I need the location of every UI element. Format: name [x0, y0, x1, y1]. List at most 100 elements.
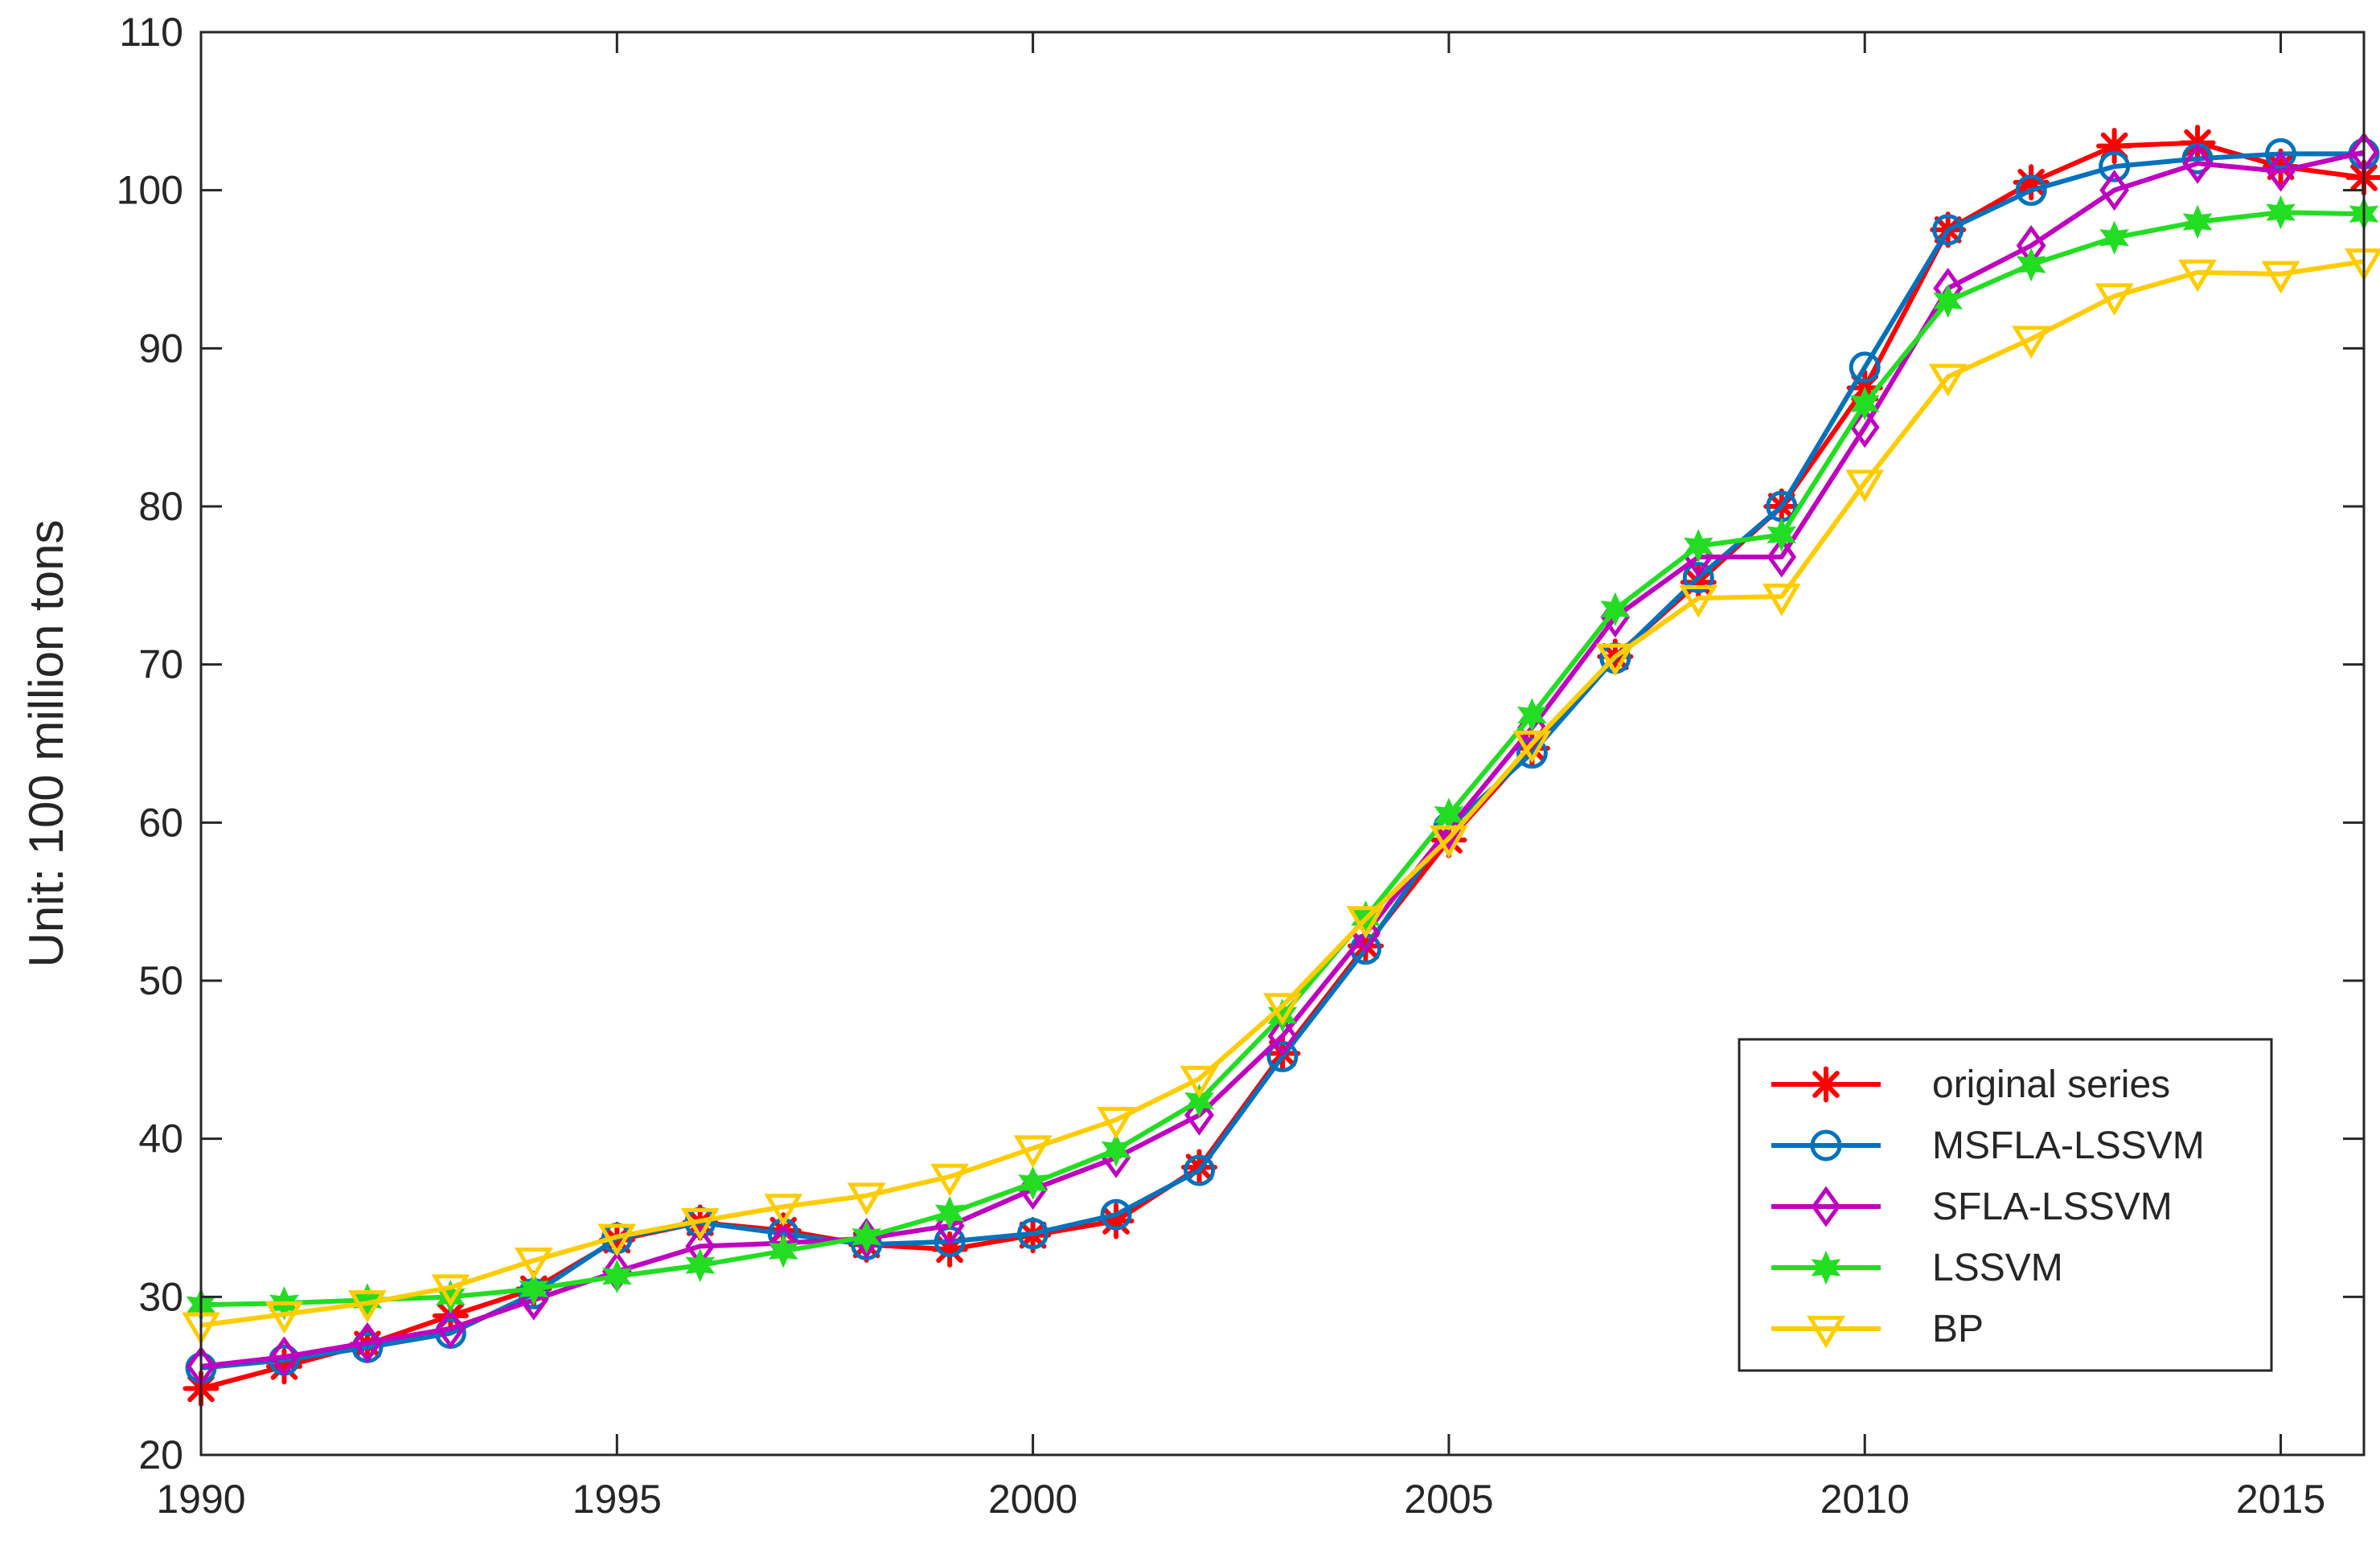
data-point — [2099, 220, 2129, 255]
data-point — [934, 1195, 965, 1231]
legend-item: BP — [1771, 1308, 1984, 1350]
ticks-layer: 1990 1995 2000 2005 2010 2015 20 30 40 50 60 70 80 90… — [117, 10, 2364, 1522]
y-tick-label: 40 — [138, 1117, 183, 1162]
legend-item: MSFLA-LSSVM — [1771, 1125, 2205, 1167]
data-point — [1933, 284, 1964, 318]
data-point — [2266, 195, 2296, 230]
legend-marker — [1808, 1066, 1844, 1103]
data-point — [2016, 247, 2046, 282]
data-point — [1928, 363, 1968, 397]
data-point — [1517, 698, 1547, 732]
data-point — [1018, 1166, 1048, 1200]
y-tick-label: 100 — [117, 168, 183, 213]
data-point — [1266, 1040, 1299, 1072]
data-point — [347, 1290, 387, 1323]
data-point — [1429, 825, 1468, 858]
series-layer — [182, 125, 2380, 1407]
data-point — [1184, 1154, 1216, 1186]
legend-marker — [1807, 1315, 1845, 1349]
data-point — [1263, 993, 1302, 1026]
data-point — [847, 1182, 886, 1215]
data-point — [1434, 797, 1464, 832]
data-point — [352, 1321, 383, 1363]
legend-item: SFLA-LSSVM — [1771, 1186, 2173, 1228]
data-point — [1098, 1203, 1135, 1240]
data-point — [2015, 174, 2047, 207]
legend-label: BP — [1932, 1308, 1984, 1350]
data-point — [764, 1194, 803, 1227]
data-point — [2012, 326, 2051, 359]
data-point — [269, 1336, 299, 1378]
data-point — [1767, 536, 1797, 578]
data-point — [1512, 730, 1552, 764]
series-line — [200, 259, 2365, 1328]
data-point — [1513, 730, 1550, 767]
y-tick-label: 50 — [138, 958, 183, 1003]
data-point — [2099, 170, 2129, 211]
data-point — [1267, 1015, 1298, 1057]
series-line — [200, 151, 2364, 1371]
data-point — [1845, 469, 1885, 502]
x-tick-label: 2005 — [1404, 1477, 1493, 1522]
data-point — [931, 1231, 968, 1268]
data-point — [685, 1248, 716, 1283]
data-point — [930, 1163, 970, 1197]
legend-item: LSSVM — [1771, 1247, 2063, 1289]
data-point — [2096, 128, 2133, 165]
data-point — [2182, 204, 2213, 240]
data-point — [1849, 386, 1880, 421]
data-point — [265, 1301, 304, 1334]
data-point — [680, 1207, 720, 1241]
data-point — [1849, 351, 1881, 383]
y-tick-label: 80 — [138, 484, 183, 529]
data-point — [519, 1272, 549, 1306]
data-point — [431, 1274, 470, 1308]
data-point — [597, 1223, 637, 1257]
legend: original series MSFLA-LSSVM SFLA-LSSVM LSSV… — [1738, 1038, 2273, 1372]
legend-item: original series — [1771, 1063, 2170, 1106]
data-point — [2095, 283, 2134, 316]
y-tick-label: 90 — [138, 326, 183, 371]
y-tick-label: 70 — [138, 642, 183, 687]
data-point — [1516, 737, 1548, 769]
data-point — [1100, 1199, 1132, 1231]
data-point — [1101, 1133, 1131, 1167]
y-tick-label: 20 — [138, 1432, 183, 1477]
data-point — [1600, 592, 1631, 627]
data-point — [436, 1308, 466, 1350]
legend-label: MSFLA-LSSVM — [1932, 1125, 2205, 1167]
data-point — [1680, 563, 1717, 600]
data-point — [601, 1259, 632, 1293]
legend-marker — [1811, 1250, 1841, 1285]
legend-marker — [1811, 1186, 1841, 1227]
data-point — [1346, 906, 1385, 939]
data-point — [1683, 528, 1713, 563]
data-point — [765, 1212, 802, 1249]
data-point — [1932, 214, 1964, 246]
data-point — [432, 1297, 469, 1334]
y-axis-label: Unit: 100 million tons — [19, 520, 73, 968]
y-tick-label: 30 — [138, 1274, 183, 1319]
data-point — [2265, 137, 2297, 170]
data-point — [1762, 584, 1801, 617]
data-point — [1180, 1065, 1219, 1099]
data-point — [1013, 1135, 1053, 1168]
x-tick-label: 2015 — [2236, 1477, 2325, 1522]
x-tick-label: 1995 — [572, 1477, 662, 1522]
data-point — [2099, 150, 2131, 182]
data-point — [1679, 584, 1718, 618]
data-point — [2179, 125, 2216, 162]
data-point — [768, 1234, 798, 1268]
data-point — [1184, 1084, 1214, 1118]
x-tick-label: 2010 — [1820, 1477, 1910, 1522]
data-point — [1097, 1106, 1136, 1140]
plot-frame — [199, 31, 2366, 1457]
y-tick-label: 110 — [119, 10, 183, 55]
data-point — [1184, 1094, 1214, 1136]
legend-label: SFLA-LSSVM — [1932, 1186, 2173, 1228]
data-point — [2178, 259, 2218, 293]
legend-label: LSSVM — [1932, 1247, 2063, 1289]
data-point — [1682, 562, 1714, 593]
data-point — [2266, 150, 2296, 192]
